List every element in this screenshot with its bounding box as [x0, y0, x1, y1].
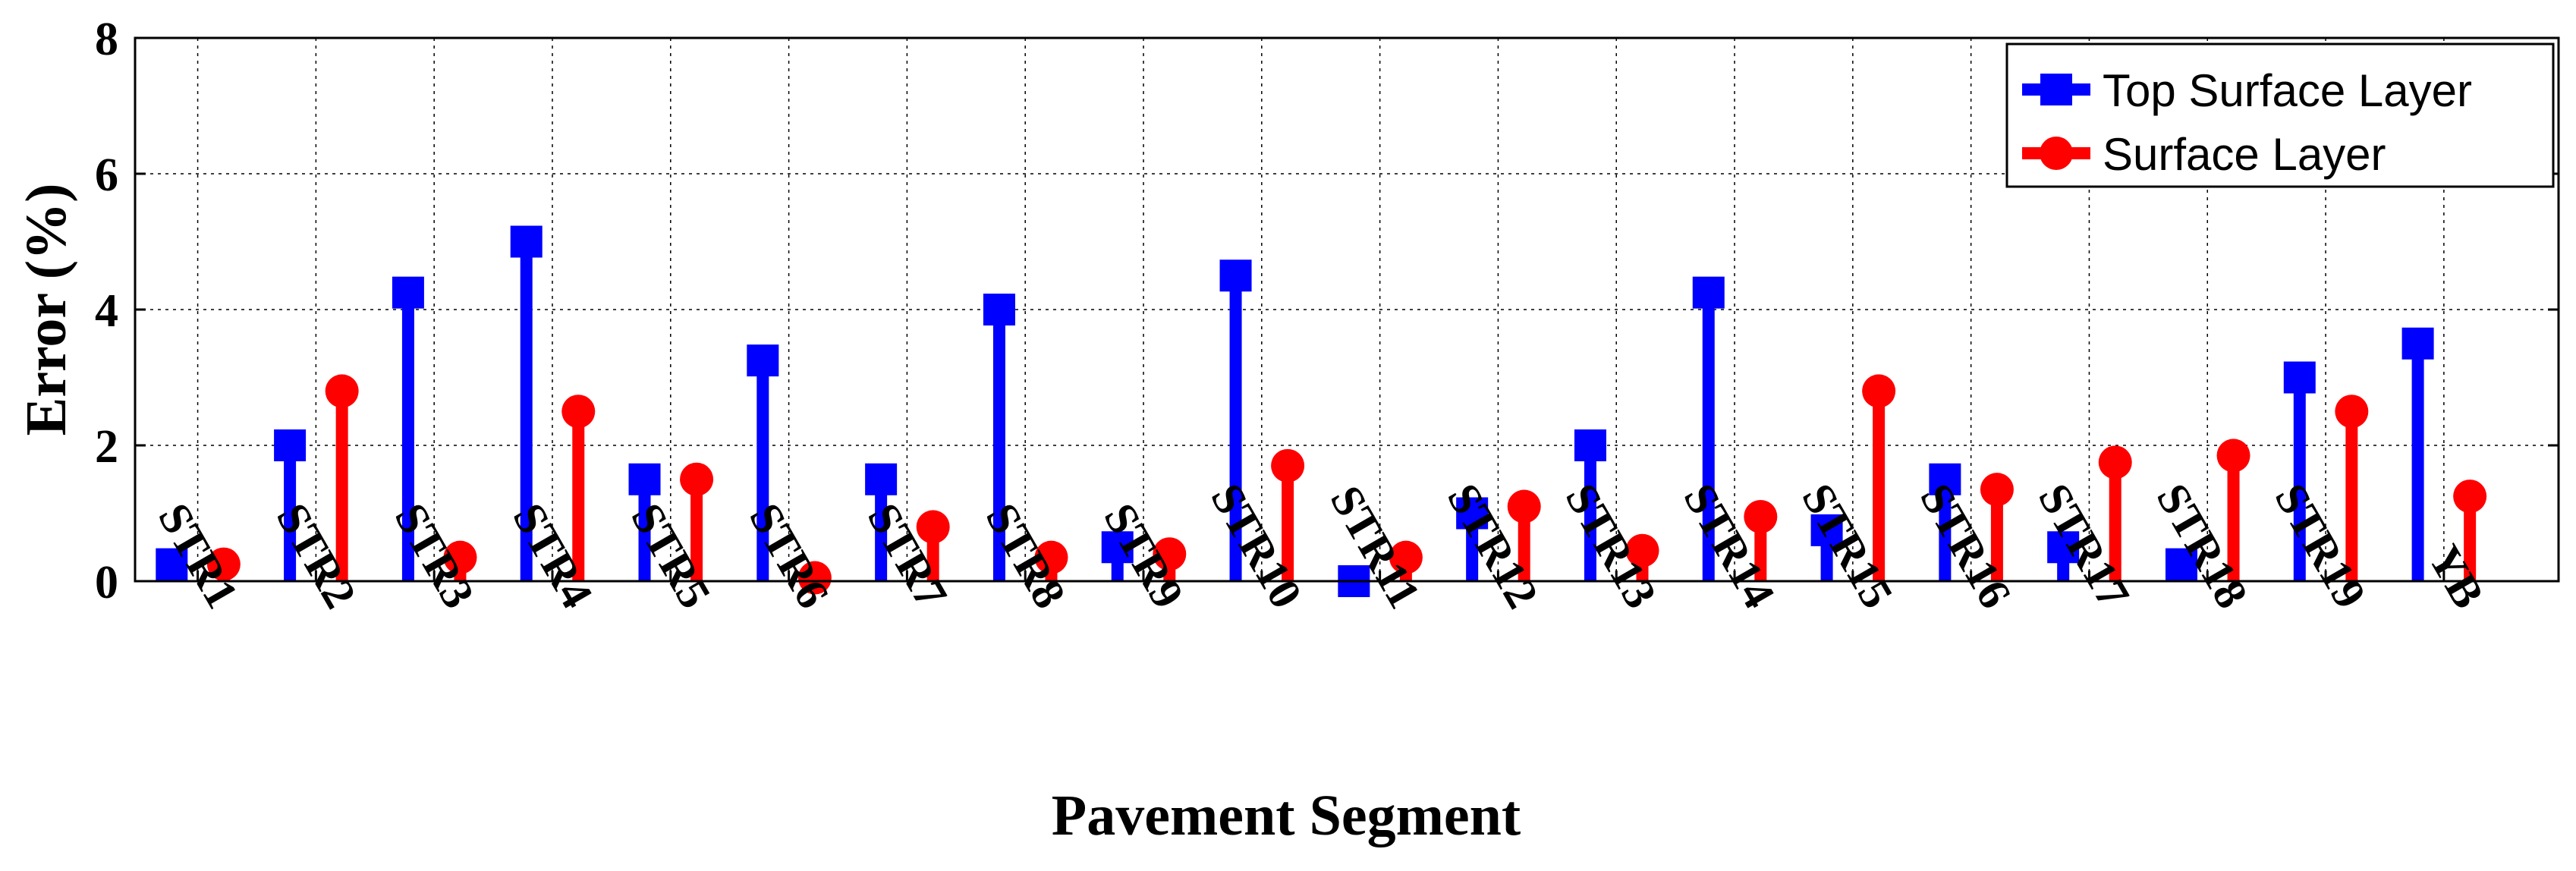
data-point-square	[1929, 463, 1961, 495]
data-point-circle	[1153, 537, 1187, 571]
y-axis-label: Error (%)	[14, 184, 78, 436]
legend: Top Surface Layer Surface Layer	[2005, 42, 2555, 188]
x-tick-label: YB	[2419, 536, 2494, 616]
data-point-circle	[1271, 448, 1305, 483]
x-tick-label: STR6	[740, 495, 839, 616]
data-point-square	[2283, 361, 2316, 394]
legend-marker-circle	[2040, 137, 2073, 170]
x-tick-label: STR14	[1674, 475, 1785, 616]
data-point-circle	[561, 395, 596, 429]
y-tick-label: 0	[95, 557, 118, 608]
data-point-circle	[1507, 489, 1541, 524]
stems	[156, 225, 2487, 597]
data-point-circle	[916, 510, 950, 544]
data-point-circle	[1389, 540, 1423, 574]
data-point-circle	[2216, 439, 2250, 473]
data-point-square	[1219, 259, 1252, 292]
data-point-square	[747, 344, 779, 377]
legend-marker-square	[2040, 74, 2072, 105]
data-point-circle	[1980, 473, 2014, 507]
data-point-square	[1456, 497, 1489, 530]
data-point-square	[628, 463, 661, 495]
data-point-square	[1574, 429, 1606, 461]
data-point-square	[1810, 514, 1843, 546]
legend-label: Top Surface Layer	[2103, 65, 2472, 116]
data-point-circle	[680, 462, 714, 496]
data-point-square	[865, 463, 898, 495]
x-tick-label: STR5	[621, 495, 721, 616]
data-point-circle	[443, 540, 477, 574]
y-tick-label: 6	[95, 149, 118, 201]
x-tick-label: STR15	[1792, 475, 1903, 616]
data-point-circle	[1034, 540, 1068, 574]
y-tick-label: 4	[95, 285, 118, 337]
data-point-circle	[1625, 533, 1659, 568]
y-tick-label: 8	[95, 14, 118, 65]
data-point-square	[1692, 276, 1725, 309]
data-point-circle	[797, 561, 832, 595]
data-point-square	[2165, 548, 2197, 580]
legend-box	[2005, 42, 2555, 188]
data-point-square	[2047, 531, 2080, 564]
x-axis-label: Pavement Segment	[1052, 784, 1521, 847]
x-tick-label: STR10	[1201, 475, 1312, 616]
data-point-circle	[325, 374, 359, 408]
x-tick-label: STR18	[2147, 475, 2258, 616]
data-point-square	[392, 276, 424, 309]
data-point-square	[156, 548, 188, 580]
x-tick-label: STR2	[267, 495, 366, 616]
data-point-square	[983, 294, 1015, 325]
data-point-square	[274, 429, 307, 461]
data-point-circle	[2453, 480, 2487, 514]
data-point-square	[1101, 531, 1134, 564]
x-tick-label: STR19	[2265, 475, 2376, 616]
data-point-circle	[2098, 445, 2132, 480]
data-point-circle	[1862, 374, 1896, 408]
data-point-square	[510, 225, 543, 258]
data-point-circle	[206, 547, 241, 581]
x-tick-label: STR17	[2029, 475, 2140, 616]
x-tick-label: STR4	[503, 495, 602, 616]
legend-label: Surface Layer	[2103, 129, 2386, 180]
data-point-square	[2401, 327, 2434, 360]
y-tick-label: 2	[95, 421, 118, 473]
data-point-circle	[1744, 499, 1778, 533]
data-point-circle	[2335, 395, 2369, 429]
